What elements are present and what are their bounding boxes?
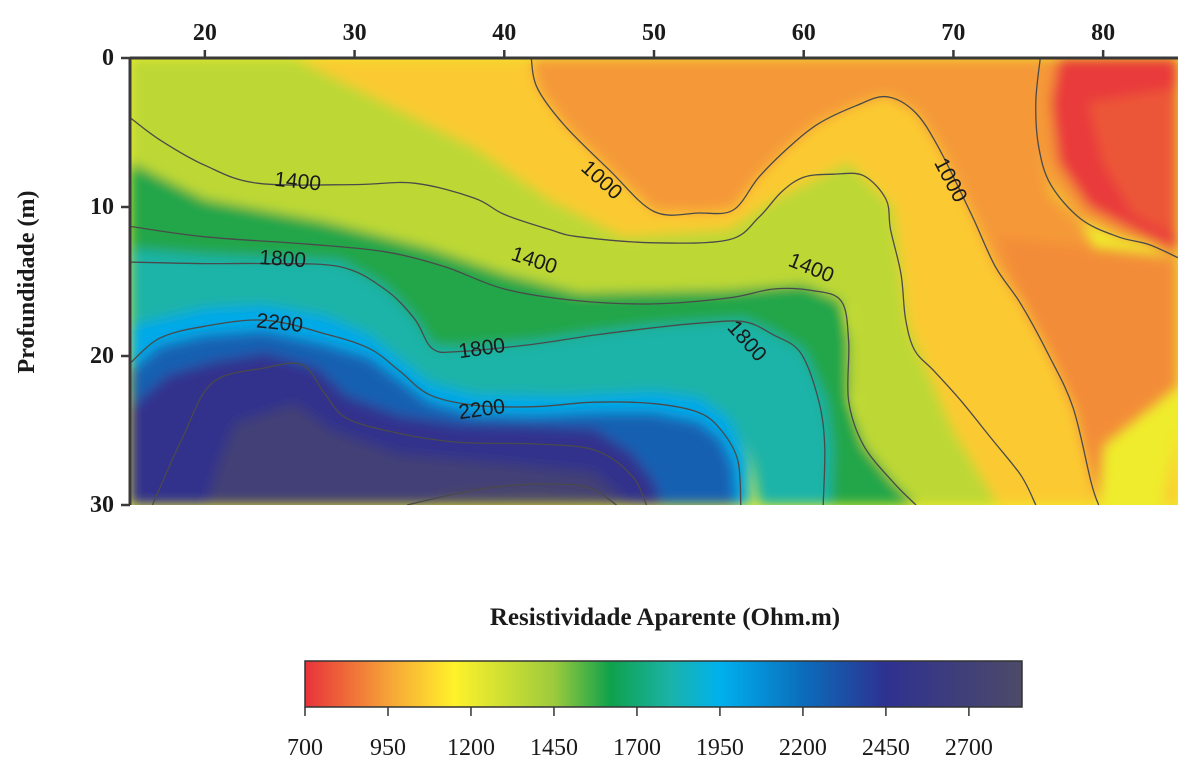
contour-line-1400 (130, 225, 917, 505)
contour-label: 2200 (255, 309, 304, 337)
axes: 20 30 40 50 60 70 80 0 10 20 30 Profundidade (m) (14, 20, 1178, 518)
contour-line-2700 (406, 483, 617, 505)
y-axis-title: Profundidade (m) (14, 191, 40, 374)
contour-line-2600 (151, 362, 648, 505)
contour-line-1000 (530, 58, 1100, 505)
contour-label: 1800 (259, 246, 307, 272)
heat-band-0 (531, 58, 1178, 505)
heat-band-6 (130, 162, 916, 505)
y-tick-label: 10 (90, 194, 114, 220)
x-tick-label: 50 (642, 20, 666, 46)
x-axis-ticks: 20 30 40 50 60 70 80 (193, 20, 1115, 58)
colorbar-tick-label: 1700 (613, 735, 661, 761)
x-tick-label: 70 (941, 20, 965, 46)
heat-band-5 (130, 58, 999, 505)
contour-line-1000 (1035, 58, 1178, 259)
x-tick-label: 30 (343, 20, 367, 46)
colorbar-tick-label: 1450 (530, 735, 578, 761)
colorbar-tick-label: 2450 (862, 735, 910, 761)
contour-line-1400 (130, 117, 1037, 505)
contour-line-1800 (130, 261, 826, 505)
colorbar-tick-label: 2200 (779, 735, 827, 761)
contour-lines (130, 58, 1178, 505)
y-tick-label: 20 (90, 343, 114, 369)
colorbar-title: Resistividade Aparente (Ohm.m) (490, 604, 840, 631)
colorbar-tick-label: 1200 (447, 735, 495, 761)
colorbar-tick-label: 950 (370, 735, 406, 761)
colorbar-gradient (304, 660, 1023, 708)
x-tick-label: 20 (193, 20, 217, 46)
heat-band-4 (1088, 87, 1178, 237)
x-tick-label: 40 (492, 20, 516, 46)
heatmap-field (130, 58, 1178, 505)
colorbar-ticks: 700 950 1200 1450 1700 1950 2200 2450 2700 (287, 707, 993, 761)
y-tick-label: 30 (90, 492, 114, 518)
y-tick-label: 0 (102, 45, 114, 71)
colorbar-tick-label: 2700 (945, 735, 993, 761)
x-tick-label: 80 (1091, 20, 1115, 46)
colorbar-tick-label: 700 (287, 735, 323, 761)
colorbar-tick-label: 1950 (696, 735, 744, 761)
heat-band-12 (429, 488, 617, 505)
colorbar: Resistividade Aparente (Ohm.m) 700 950 120… (287, 604, 1023, 761)
heatmap-bands (130, 58, 1178, 505)
contour-line-2200 (130, 319, 742, 505)
contour-label: 1400 (273, 168, 322, 196)
heat-band-1 (998, 236, 1178, 505)
y-axis-ticks: 0 10 20 30 (90, 45, 130, 518)
x-tick-label: 60 (792, 20, 816, 46)
heat-band-11 (204, 403, 632, 505)
heat-band-2 (294, 58, 1178, 505)
